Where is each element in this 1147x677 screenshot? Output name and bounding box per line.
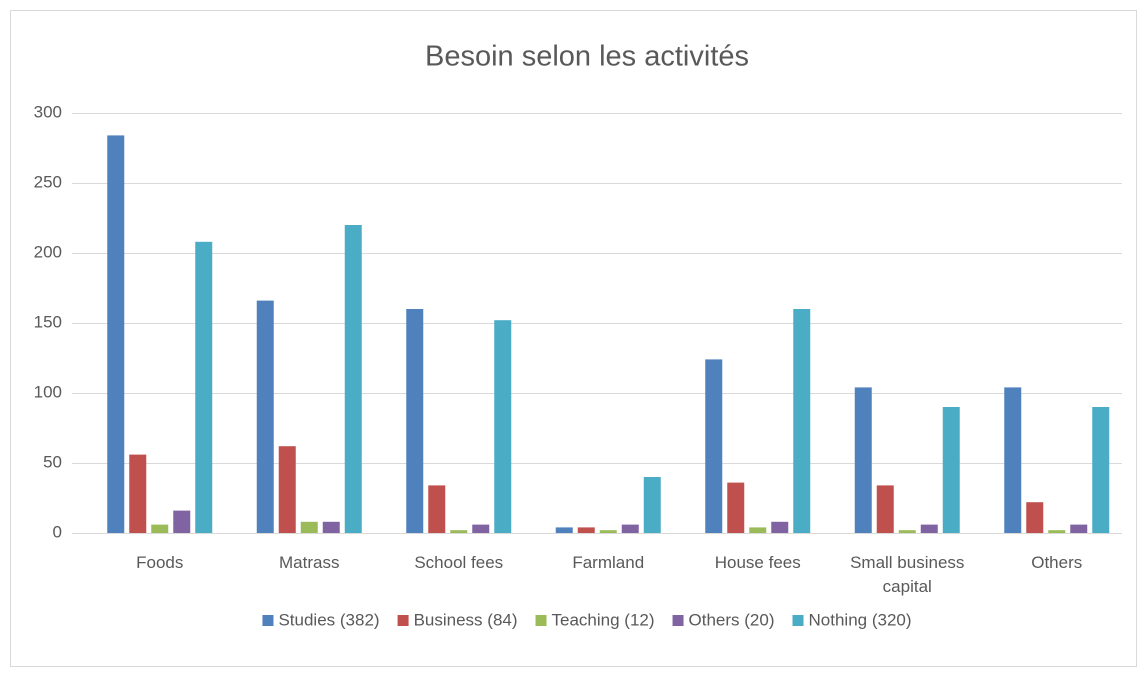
y-tick-label: 100 [34, 382, 62, 401]
bar [854, 387, 872, 533]
bar [705, 359, 723, 533]
y-tick-label: 300 [34, 102, 62, 121]
bar [256, 300, 274, 533]
legend-label: Nothing (320) [809, 610, 912, 629]
legend-label: Business (84) [414, 610, 518, 629]
bar [450, 530, 468, 533]
bar [621, 524, 639, 533]
y-tick-label: 250 [34, 172, 62, 191]
legend-label: Others (20) [689, 610, 775, 629]
bar [727, 482, 745, 533]
legend-label: Teaching (12) [552, 610, 655, 629]
y-tick-label: 50 [43, 452, 62, 471]
bar [898, 530, 916, 533]
bar [406, 309, 424, 533]
legend-swatch [397, 615, 409, 626]
y-tick-label: 150 [34, 312, 62, 331]
bar [151, 524, 169, 533]
bar [1092, 407, 1110, 533]
bar [942, 407, 960, 533]
bar [344, 225, 362, 533]
bar [577, 527, 595, 533]
bar [300, 521, 318, 533]
bar [555, 527, 573, 533]
bar [876, 485, 894, 533]
x-tick-label: Foods [136, 553, 184, 572]
bar [173, 510, 191, 533]
bar [494, 320, 512, 533]
bar [643, 477, 661, 533]
x-tick-label: Others [1031, 553, 1083, 572]
legend-swatch [535, 615, 547, 626]
bar [1004, 387, 1022, 533]
bar [599, 530, 617, 533]
legend-label: Studies (382) [278, 610, 379, 629]
bar [472, 524, 490, 533]
x-tick-label: House fees [714, 553, 801, 572]
bar [195, 241, 213, 534]
bar [1026, 502, 1044, 533]
bar [749, 527, 767, 533]
chart-title: Besoin selon les activités [425, 41, 749, 73]
legend-swatch [262, 615, 274, 626]
bar [278, 446, 296, 533]
y-tick-label: 0 [53, 522, 62, 541]
bar [793, 309, 811, 533]
legend-swatch [672, 615, 684, 626]
y-tick-label: 200 [34, 242, 62, 261]
x-tick-label: Farmland [572, 553, 645, 572]
bar [771, 521, 789, 533]
bar [1048, 530, 1066, 533]
bar [322, 521, 340, 533]
bar [107, 135, 125, 533]
x-tick-label: Small business capital [850, 553, 965, 596]
bar [428, 485, 446, 533]
x-tick-label: School fees [414, 553, 504, 572]
bar [920, 524, 938, 533]
legend-swatch [792, 615, 804, 626]
x-tick-label: Matrass [279, 553, 340, 572]
bar [1070, 524, 1088, 533]
bar [129, 454, 147, 533]
